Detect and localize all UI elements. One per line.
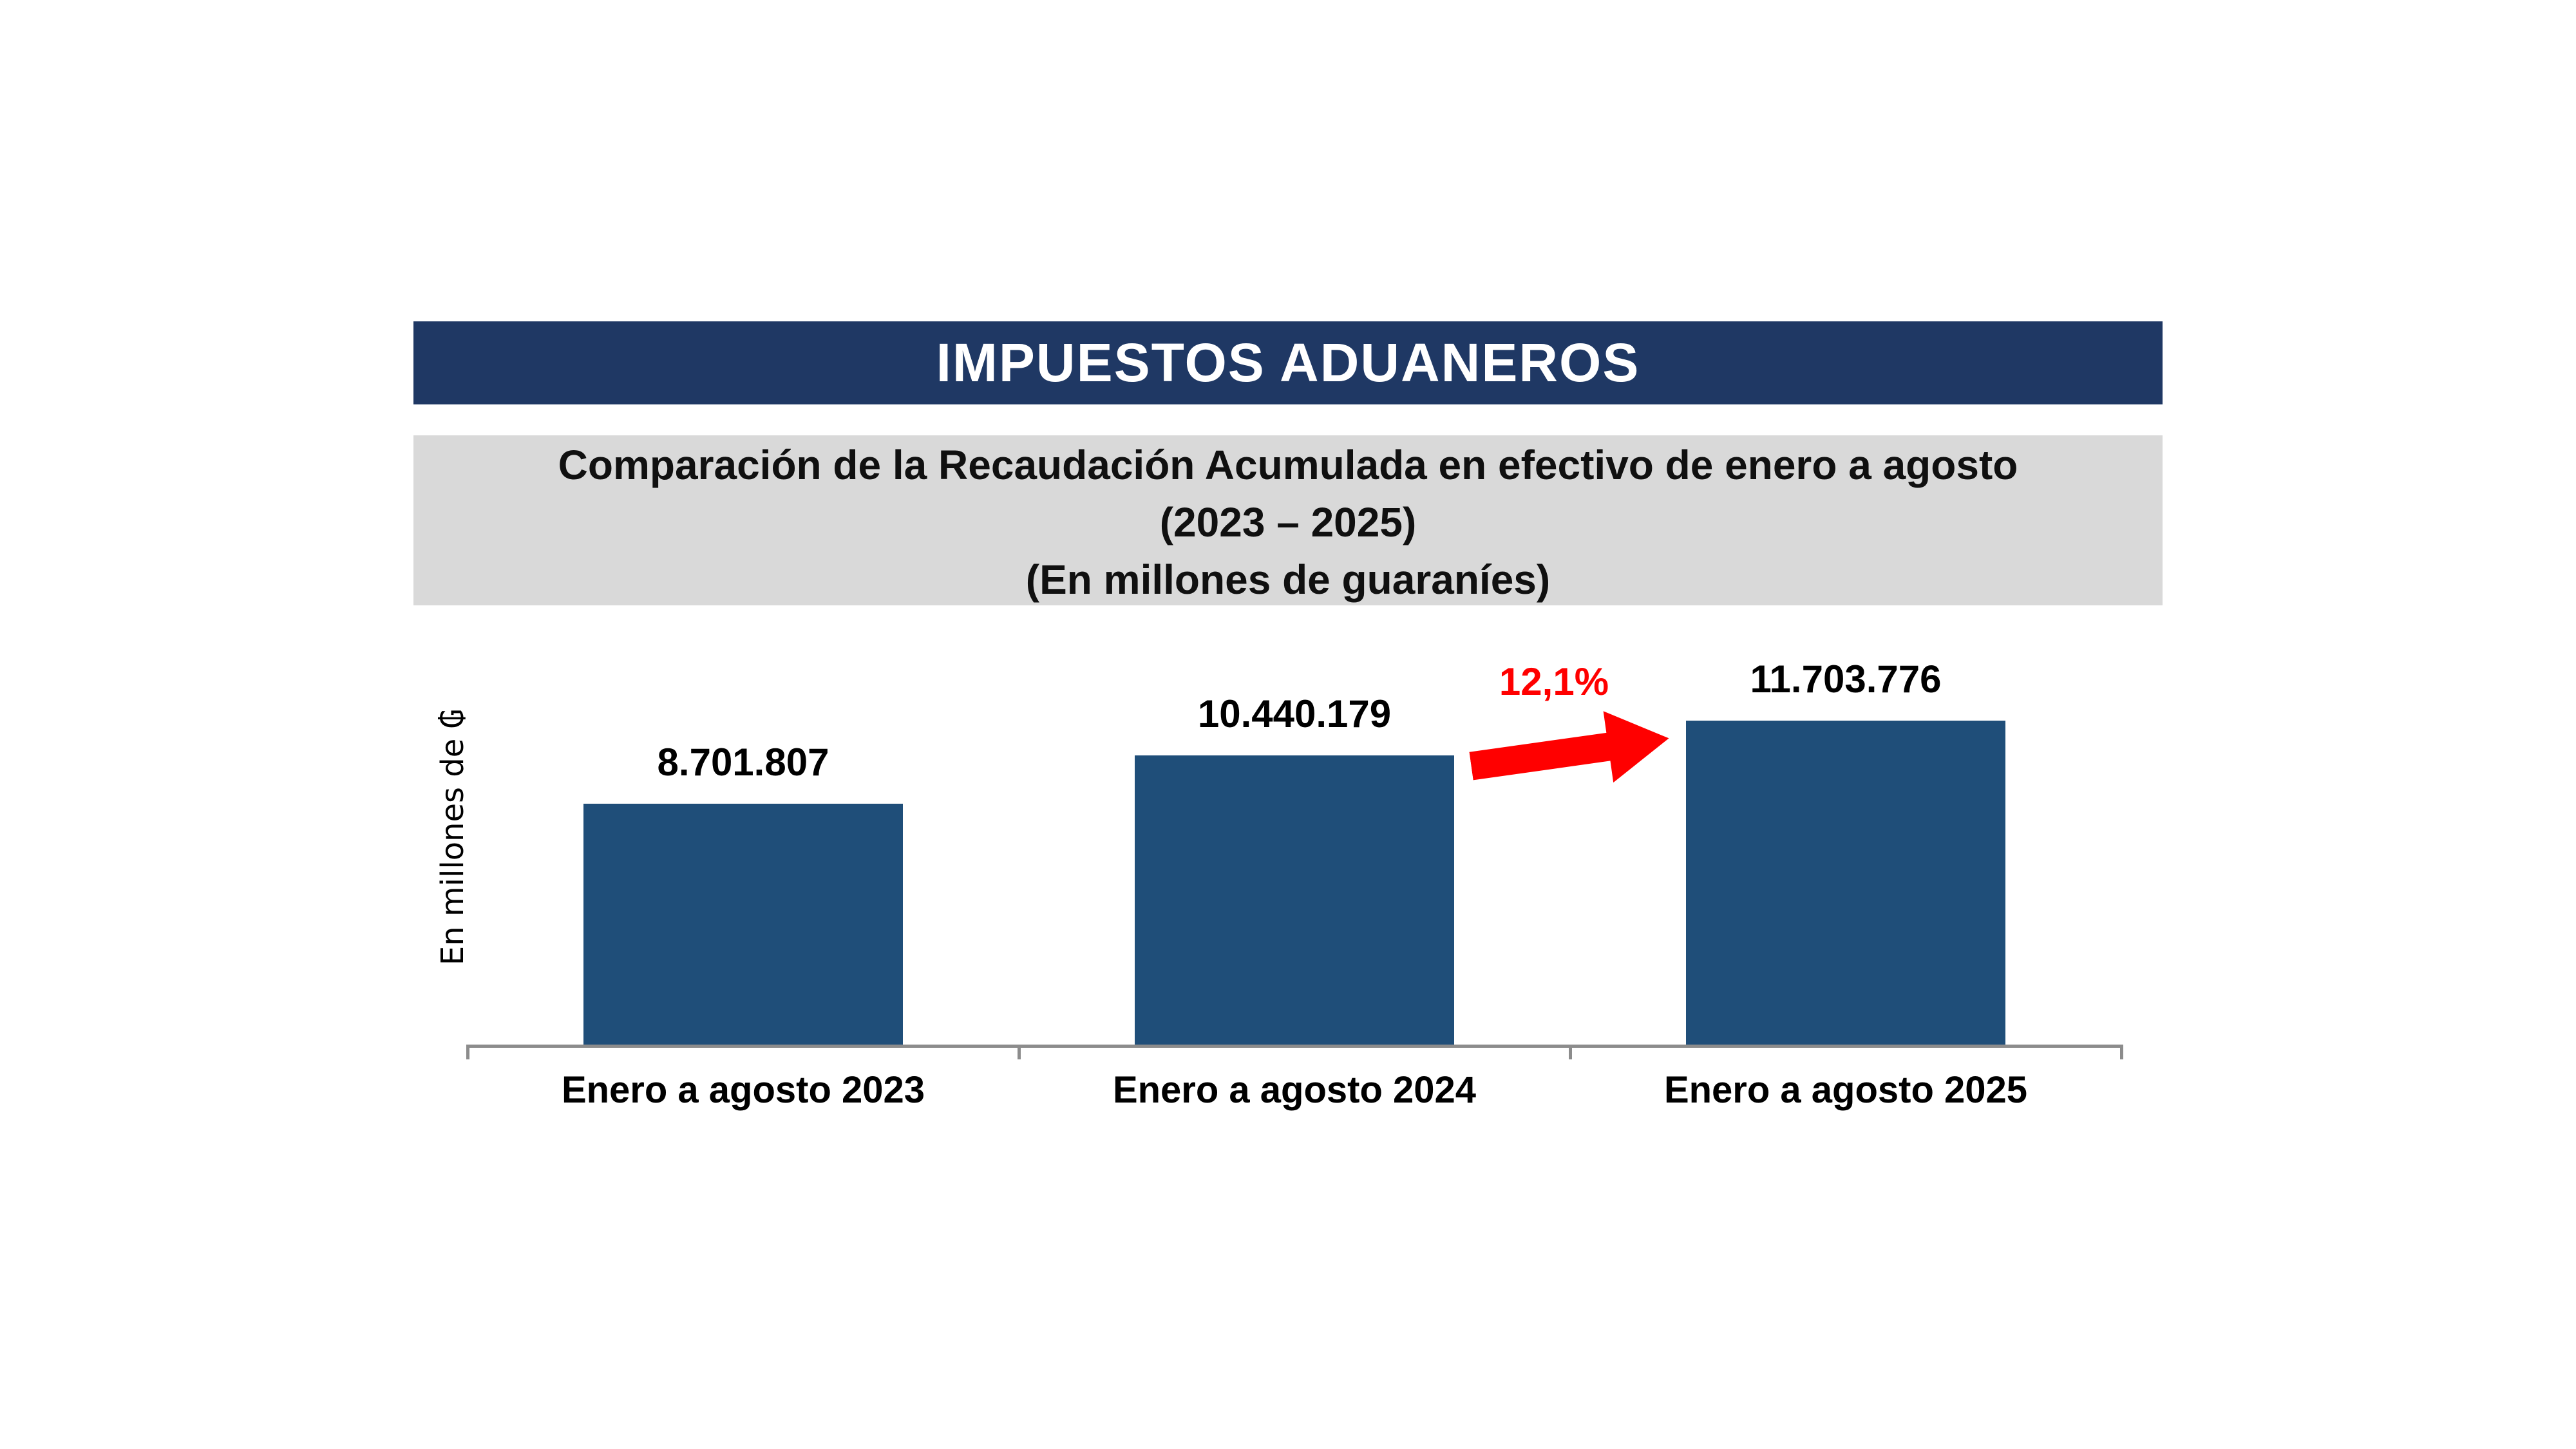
growth-arrow-icon [1469,711,1669,783]
chart-subtitle-block: Comparación de la Recaudación Acumulada … [413,435,2163,605]
growth-arrow-shape [1469,711,1669,783]
growth-percentage-label: 12,1% [1499,660,1609,703]
bar-enero-agosto-2024 [1135,755,1454,1045]
x-axis-tick [1569,1045,1572,1059]
value-label-2023: 8.701.807 [657,740,829,784]
x-axis-line [468,1045,2121,1048]
x-label-2023: Enero a agosto 2023 [561,1069,925,1111]
value-label-2024: 10.440.179 [1197,692,1392,736]
chart-subtitle-line-3: (En millones de guaraníes) [1025,556,1551,603]
report-title: IMPUESTOS ADUANEROS [936,332,1640,393]
x-axis-tick [466,1045,469,1059]
x-axis-tick [1018,1045,1021,1059]
value-label-2025: 11.703.776 [1750,657,1942,701]
x-axis-tick [2120,1045,2123,1059]
chart-subtitle-line-1: Comparación de la Recaudación Acumulada … [558,441,2018,488]
chart-subtitle-line-2: (2023 – 2025) [1159,498,1417,545]
bar-enero-agosto-2023 [583,803,903,1045]
x-label-2025: Enero a agosto 2025 [1663,1069,2028,1111]
x-label-2024: Enero a agosto 2024 [1112,1069,1477,1111]
bar-enero-agosto-2025 [1686,720,2005,1045]
report-title-bar: IMPUESTOS ADUANEROS [413,321,2163,404]
y-axis-label: En millones de ₲ [435,708,471,966]
